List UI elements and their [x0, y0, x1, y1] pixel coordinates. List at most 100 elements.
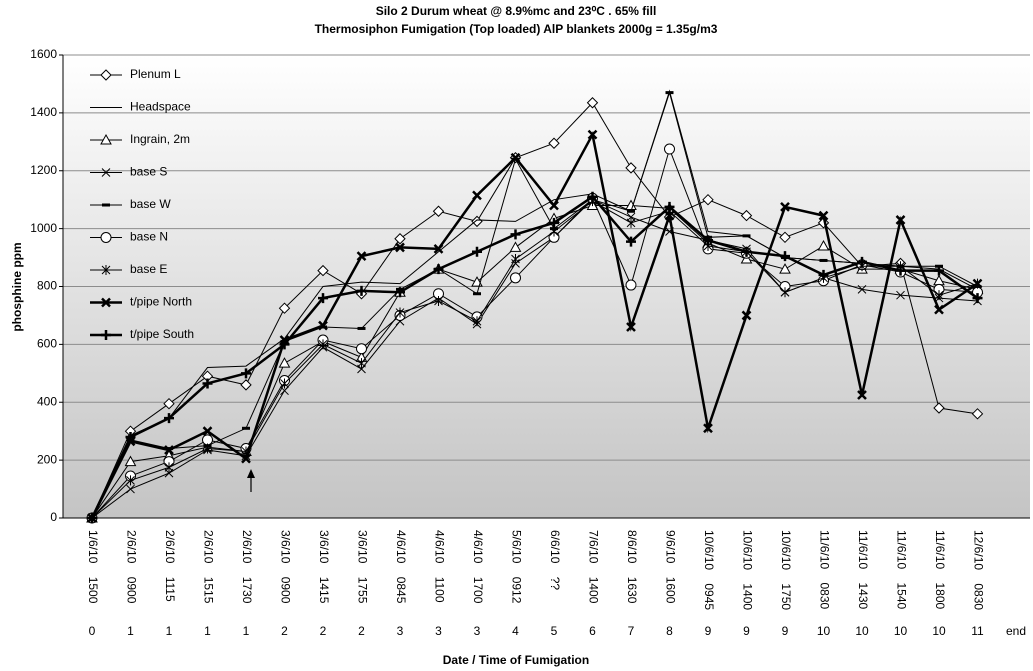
x-tick-label: 10/6/10 1400 [740, 530, 754, 610]
day-label: 2 [281, 624, 288, 638]
x-tick-label: 6/6/10 ?? [548, 530, 562, 590]
marker [317, 264, 329, 277]
x-tick-label: 8/6/10 1630 [625, 530, 639, 604]
marker [780, 251, 790, 262]
marker [857, 256, 867, 267]
marker [818, 210, 829, 221]
day-label: 10 [817, 624, 831, 638]
x-tick-label: 5/6/10 0912 [509, 530, 523, 604]
x-tick-label: 3/6/10 1415 [317, 530, 331, 604]
marker [857, 390, 867, 400]
x-tick-label: 1/6/10 1500 [86, 530, 100, 604]
marker [587, 129, 598, 140]
marker [356, 251, 367, 261]
marker [100, 69, 112, 81]
marker [934, 265, 944, 276]
marker [548, 137, 560, 149]
marker [124, 455, 137, 467]
series [87, 191, 983, 523]
day-label: 9 [705, 624, 712, 638]
x-tick-label: 4/6/10 0845 [394, 530, 408, 604]
marker [626, 322, 636, 332]
x-tick-label: 4/6/10 1100 [432, 530, 446, 603]
day-label: 5 [551, 624, 558, 638]
x-tick-label: 2/6/10 1115 [163, 530, 177, 602]
marker [510, 152, 521, 163]
legend-label: base N [130, 230, 168, 244]
y-tick-label: 1000 [30, 221, 57, 235]
x-tick-label: 2/6/10 0900 [124, 530, 138, 604]
marker [741, 246, 752, 257]
marker [100, 133, 112, 145]
marker [703, 423, 713, 434]
day-label: 8 [666, 624, 673, 638]
day-label: 1 [166, 624, 173, 638]
y-tick-label: 0 [50, 510, 57, 524]
marker [972, 278, 983, 289]
marker [586, 97, 599, 109]
marker [702, 193, 714, 206]
marker [549, 226, 559, 237]
marker [934, 290, 944, 301]
marker [472, 190, 482, 201]
day-label: 3 [435, 624, 442, 638]
series-line [91, 200, 978, 519]
marker [101, 297, 111, 308]
marker [741, 310, 752, 321]
marker [780, 202, 790, 212]
series-line [91, 101, 978, 519]
y-tick-label: 1400 [30, 105, 57, 119]
day-label: 3 [397, 624, 404, 638]
day-label: end [1006, 624, 1026, 638]
day-label: 4 [512, 624, 519, 638]
marker [472, 316, 482, 327]
day-label: 9 [743, 624, 750, 638]
marker [163, 397, 175, 410]
x-tick-label: 2/6/10 1730 [240, 530, 254, 604]
marker [895, 215, 906, 225]
marker [664, 210, 675, 221]
marker [126, 484, 135, 494]
marker [394, 233, 406, 245]
series-line [91, 147, 978, 519]
day-label: 6 [589, 624, 596, 638]
marker [626, 236, 636, 247]
y-tick-label: 600 [37, 337, 57, 351]
x-tick-label: 12/6/10 0830 [971, 530, 985, 610]
legend-label: base E [130, 262, 167, 276]
y-tick-label: 800 [37, 279, 57, 293]
marker [896, 290, 905, 300]
day-label: 0 [89, 624, 96, 638]
legend-label: Ingrain, 2m [130, 132, 190, 146]
day-label: 1 [127, 624, 134, 638]
series-line [90, 130, 979, 519]
marker [318, 339, 328, 350]
x-tick-label: 2/6/10 1515 [201, 530, 215, 604]
day-label: 10 [894, 624, 908, 638]
marker [279, 339, 290, 350]
marker [241, 453, 251, 464]
x-tick-label: 3/6/10 0900 [278, 530, 292, 604]
marker [740, 209, 753, 222]
arrow-annotation [247, 469, 255, 492]
x-tick-label: 10/6/10 0945 [702, 530, 716, 610]
marker [318, 293, 328, 304]
marker [434, 295, 443, 306]
y-tick-label: 400 [37, 394, 57, 408]
marker [933, 402, 945, 414]
marker [780, 287, 790, 298]
series [87, 129, 983, 523]
marker [510, 272, 521, 284]
marker [357, 358, 366, 369]
marker [202, 378, 213, 389]
x-axis-label: Date / Time of Fumigation [443, 653, 589, 667]
marker [202, 434, 213, 446]
day-label: 11 [971, 624, 984, 638]
x-tick-label: 11/6/10 1430 [856, 530, 870, 610]
marker [100, 232, 112, 243]
marker [779, 263, 791, 274]
day-label: 3 [474, 624, 481, 638]
legend-label: Plenum L [130, 67, 181, 81]
marker [626, 217, 636, 228]
legend-label: t/pipe South [130, 327, 194, 341]
